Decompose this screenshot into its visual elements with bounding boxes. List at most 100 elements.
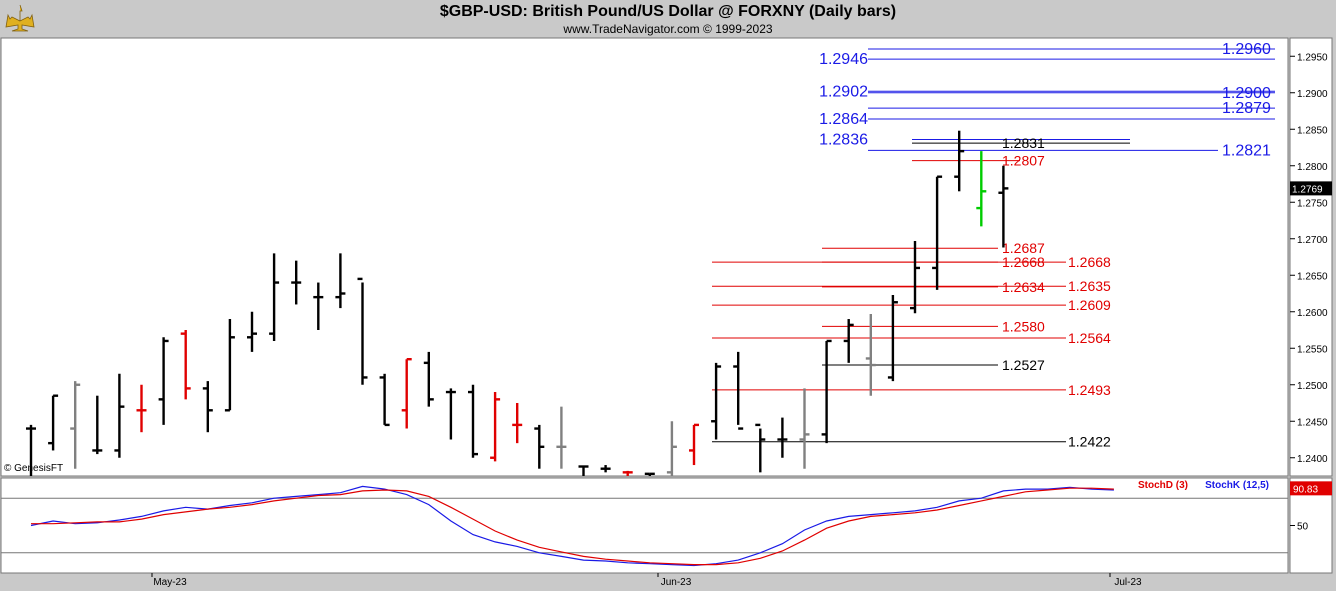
price-bars (26, 130, 1009, 476)
last-price-box (1290, 181, 1332, 196)
ohlc-bar (998, 165, 1009, 248)
ohlc-bar (777, 417, 788, 458)
ohlc-bar (158, 337, 169, 425)
stochastic-panel: 50 90.83 StochD (3) StochK (12,5) (1, 480, 1332, 567)
ohlc-bar (887, 294, 898, 382)
price-level-label: 1.2668 (1068, 254, 1111, 270)
ohlc-bar (843, 319, 854, 363)
ohlc-bar (556, 406, 567, 469)
stoch-last-value: 90.83 (1293, 484, 1318, 495)
genesis-watermark: © GenesisFT (4, 463, 64, 474)
price-level-label: 1.2580 (1002, 318, 1045, 334)
price-level-label: 1.2807 (1002, 153, 1045, 169)
ohlc-bar (578, 465, 589, 476)
price-level-label: 1.2902 (819, 83, 868, 100)
price-level-label: 1.2960 (1222, 41, 1271, 58)
price-level-label: 1.2687 (1002, 240, 1045, 256)
ohlc-bar (114, 373, 125, 458)
ohlc-bar (799, 388, 810, 469)
ohlc-bar (954, 130, 965, 192)
ohlc-bar (202, 381, 213, 433)
stoch-panel-bg (0, 477, 1289, 574)
price-level-label: 1.2831 (1002, 135, 1045, 151)
ohlc-bar (976, 151, 987, 227)
ohlc-bar (468, 384, 478, 458)
date-axis-label: May-23 (153, 577, 187, 588)
price-tick-label: 1.2950 (1297, 52, 1328, 63)
ohlc-bar (932, 175, 943, 290)
price-level-label: 1.2493 (1068, 382, 1111, 398)
price-panel (0, 37, 1289, 477)
ohlc-bar (136, 384, 147, 433)
chart-title: $GBP-USD: British Pound/US Dollar @ FORX… (439, 3, 897, 20)
ohlc-bar (490, 392, 501, 462)
ohlc-bar (70, 381, 81, 469)
chart-header: $GBP-USD: British Pound/US Dollar @ FORX… (0, 0, 1336, 38)
stoch-tick-label: 50 (1297, 522, 1309, 533)
last-price-label: 1.2769 (1292, 184, 1323, 195)
ohlc-bar (92, 395, 103, 455)
stoch-last-value-box (1290, 481, 1332, 496)
ohlc-bar (269, 253, 280, 341)
price-axis: 1.2400 1.2450 1.2500 1.2550 1.2600 1.2650 1.27… (1290, 52, 1332, 465)
price-level-label: 1.2879 (1222, 100, 1271, 117)
ohlc-bar (512, 403, 523, 444)
ohlc-bar (313, 282, 324, 330)
ohlc-bar (666, 421, 677, 476)
price-level-label: 1.2609 (1068, 297, 1111, 313)
price-tick-label: 1.2850 (1297, 125, 1328, 136)
date-axis-label: Jun-23 (661, 577, 692, 588)
ohlc-bar (689, 423, 699, 466)
ohlc-bar (357, 277, 368, 385)
price-tick-label: 1.2700 (1297, 235, 1328, 246)
ohlc-bar (910, 240, 920, 314)
price-tick-label: 1.2750 (1297, 198, 1328, 209)
ohlc-bar (733, 351, 744, 430)
price-level-label: 1.2836 (819, 131, 868, 148)
price-axis-bg (1289, 37, 1333, 477)
ohlc-bar (379, 373, 390, 427)
ohlc-bar (644, 472, 655, 476)
ohlc-bar (423, 351, 434, 407)
trade-navigator-logo-icon (5, 4, 35, 32)
price-tick-label: 1.2500 (1297, 381, 1328, 392)
price-tick-label: 1.2900 (1297, 89, 1328, 100)
price-level-label: 1.2527 (1002, 357, 1045, 373)
price-level-label: 1.2946 (819, 51, 868, 68)
ohlc-bar (445, 388, 456, 440)
ohlc-bar (534, 424, 545, 469)
price-level-label: 1.2635 (1068, 278, 1111, 294)
price-level-label: 1.2422 (1068, 434, 1111, 450)
ohlc-bar (291, 260, 302, 305)
price-level-label: 1.2564 (1068, 330, 1111, 346)
ohlc-bar (600, 465, 611, 473)
ohlc-bar (711, 362, 722, 440)
price-tick-label: 1.2450 (1297, 417, 1328, 428)
price-level-label: 1.2900 (1222, 85, 1271, 102)
price-tick-label: 1.2400 (1297, 454, 1328, 465)
ohlc-bar (865, 313, 876, 396)
ohlc-bar (180, 330, 191, 400)
ohlc-bar (224, 319, 235, 412)
ohlc-bar (622, 470, 633, 476)
price-tick-label: 1.2800 (1297, 162, 1328, 173)
price-tick-label: 1.2550 (1297, 344, 1328, 355)
price-tick-label: 1.2650 (1297, 271, 1328, 282)
ohlc-bar (401, 358, 412, 429)
ohlc-bar (821, 339, 832, 444)
stoch-series-line (31, 487, 1114, 566)
date-axis: May-23 Jun-23 Jul-23 (151, 573, 1142, 588)
date-axis-label: Jul-23 (1114, 577, 1142, 588)
price-level-label: 1.2864 (819, 111, 868, 128)
ohlc-bar (755, 423, 766, 473)
ohlc-bar (48, 394, 59, 451)
price-tick-label: 1.2600 (1297, 308, 1328, 319)
price-level-label: 1.2634 (1002, 279, 1045, 295)
price-level-label: 1.2821 (1222, 142, 1271, 159)
legend-stoch-k: StochK (12,5) (1205, 480, 1269, 491)
ohlc-bar (335, 253, 346, 309)
ohlc-bar (247, 311, 257, 352)
chart-subtitle: www.TradeNavigator.com © 1999-2023 (563, 22, 773, 36)
